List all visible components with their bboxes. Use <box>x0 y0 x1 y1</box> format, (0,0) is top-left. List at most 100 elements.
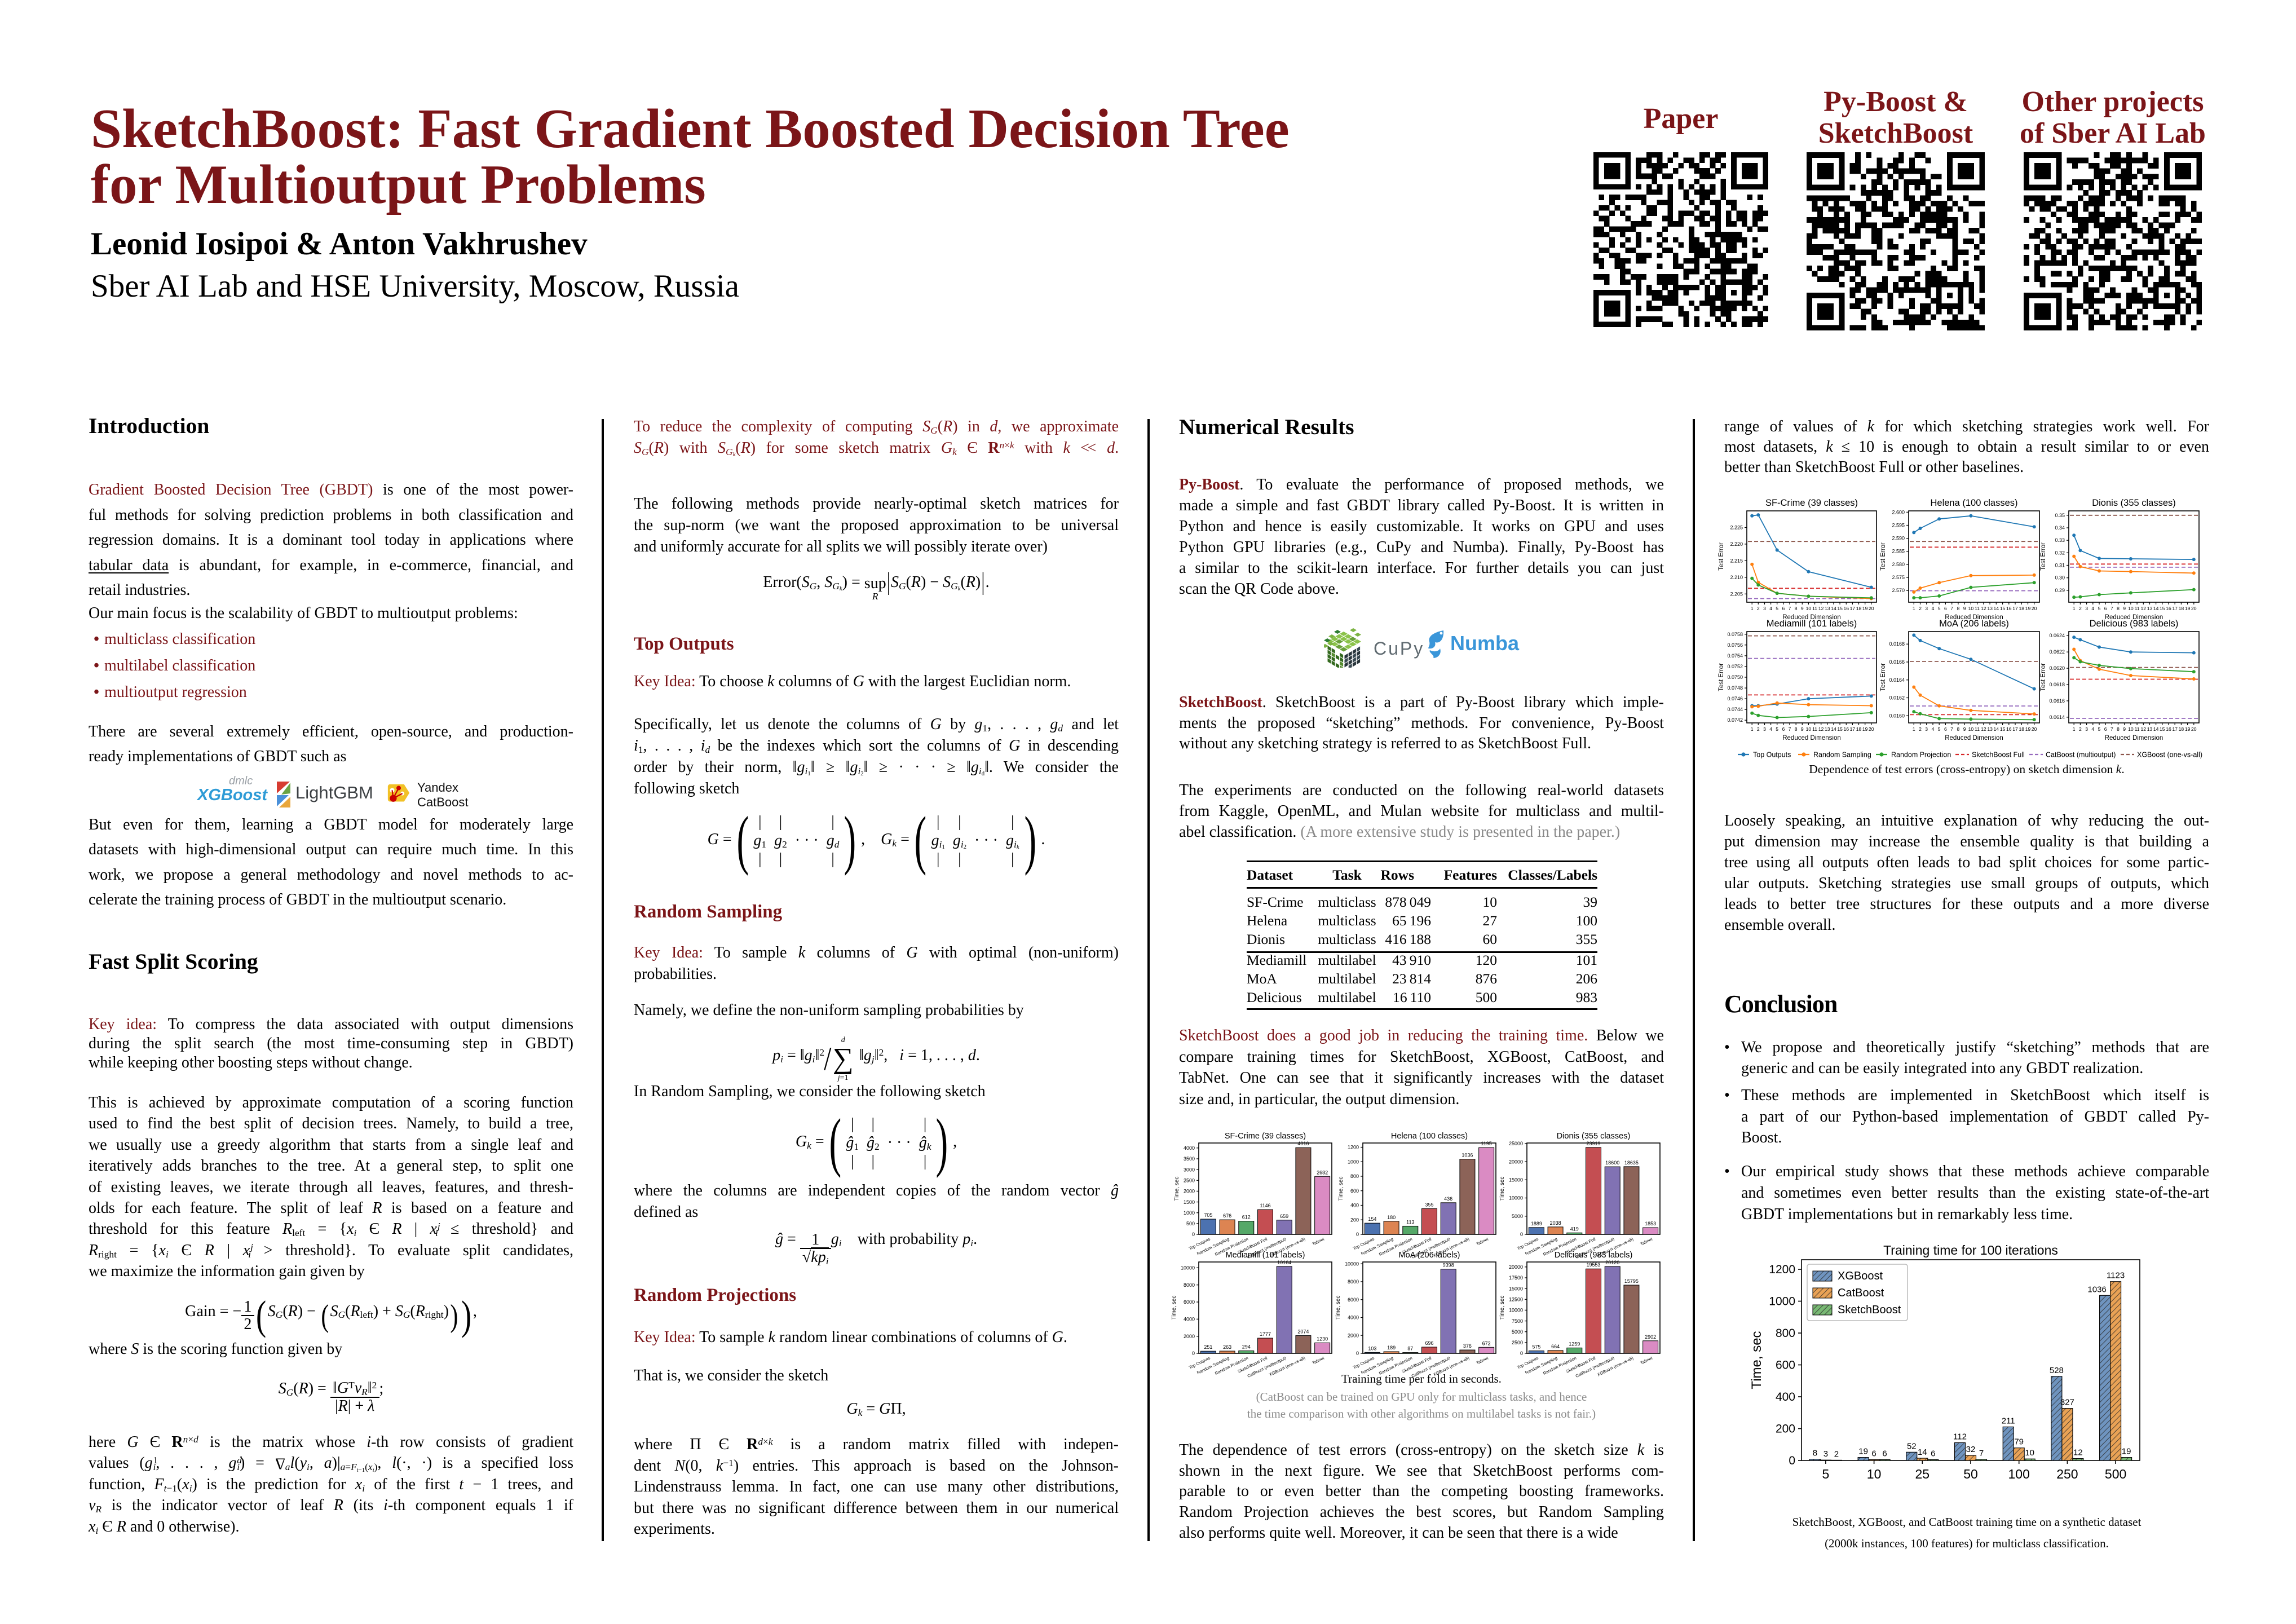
svg-text:20: 20 <box>1869 726 1874 732</box>
svg-text:1200: 1200 <box>1348 1145 1359 1150</box>
svg-text:5: 5 <box>1938 726 1941 732</box>
svg-text:18: 18 <box>1856 726 1862 732</box>
svg-text:7: 7 <box>1950 726 1953 732</box>
svg-text:1146: 1146 <box>1260 1203 1270 1208</box>
svg-text:659: 659 <box>1280 1213 1288 1219</box>
svg-text:4: 4 <box>1932 726 1935 732</box>
svg-text:600: 600 <box>1776 1359 1795 1372</box>
svg-text:0: 0 <box>1192 1351 1195 1356</box>
svg-text:2074: 2074 <box>1297 1329 1309 1335</box>
svg-text:CatBoost: CatBoost <box>1838 1287 1884 1299</box>
svg-text:4: 4 <box>1769 726 1772 732</box>
svg-text:8000: 8000 <box>1184 1282 1195 1288</box>
svg-text:Tabnet: Tabnet <box>1312 1236 1326 1246</box>
svg-text:1500: 1500 <box>1184 1199 1195 1205</box>
svg-text:25000: 25000 <box>1509 1141 1523 1146</box>
svg-text:87: 87 <box>1407 1346 1413 1352</box>
svg-text:436: 436 <box>1444 1196 1452 1202</box>
svg-text:16: 16 <box>2166 726 2171 732</box>
svg-text:2.225: 2.225 <box>1730 525 1743 531</box>
svg-text:Reduced Dimension: Reduced Dimension <box>1782 614 1841 621</box>
svg-text:113: 113 <box>1406 1219 1414 1225</box>
svg-text:0: 0 <box>1520 1232 1523 1237</box>
svg-text:Test Error: Test Error <box>1880 663 1887 691</box>
svg-text:11: 11 <box>1812 726 1817 732</box>
svg-text:2: 2 <box>2079 606 2082 611</box>
svg-text:Tabnet: Tabnet <box>1476 1236 1490 1246</box>
svg-text:8: 8 <box>2117 606 2120 611</box>
svg-text:18600: 18600 <box>1605 1160 1619 1166</box>
svg-text:13: 13 <box>1987 606 1993 611</box>
svg-text:200: 200 <box>1776 1423 1795 1436</box>
svg-text:211: 211 <box>2002 1416 2015 1426</box>
svg-text:10: 10 <box>2128 606 2134 611</box>
svg-text:Reduced Dimension: Reduced Dimension <box>1945 735 2003 742</box>
svg-text:5: 5 <box>1776 726 1778 732</box>
svg-text:5: 5 <box>1776 606 1778 611</box>
svg-text:0.32: 0.32 <box>2055 550 2065 555</box>
svg-text:Test Error: Test Error <box>1880 542 1887 571</box>
svg-text:Time, sec: Time, sec <box>1749 1331 1764 1389</box>
svg-text:10: 10 <box>1806 606 1812 611</box>
svg-text:500: 500 <box>1186 1221 1195 1226</box>
svg-text:Random Sampling: Random Sampling <box>1196 1237 1230 1256</box>
svg-text:6000: 6000 <box>1348 1297 1359 1303</box>
svg-text:13: 13 <box>2147 606 2153 611</box>
svg-text:Random Sampling: Random Sampling <box>1524 1237 1558 1256</box>
svg-text:2.570: 2.570 <box>1892 588 1905 593</box>
svg-text:17: 17 <box>1850 726 1856 732</box>
svg-text:7: 7 <box>1950 606 1953 611</box>
svg-text:Time, sec: Time, sec <box>1499 1177 1505 1201</box>
svg-text:15: 15 <box>1837 606 1843 611</box>
svg-text:12: 12 <box>2141 726 2147 732</box>
svg-text:7: 7 <box>2110 606 2113 611</box>
svg-text:2.205: 2.205 <box>1730 591 1743 597</box>
svg-text:6: 6 <box>2104 606 2107 611</box>
svg-text:3000: 3000 <box>1184 1167 1195 1172</box>
svg-text:18635: 18635 <box>1624 1160 1639 1166</box>
svg-text:11: 11 <box>1975 726 1980 732</box>
svg-text:400: 400 <box>1776 1391 1795 1404</box>
svg-text:Test Error: Test Error <box>1718 663 1725 691</box>
svg-text:16: 16 <box>1844 726 1849 732</box>
svg-text:112: 112 <box>1953 1432 1967 1441</box>
svg-text:0.29: 0.29 <box>2055 588 2065 593</box>
svg-text:12: 12 <box>1981 606 1986 611</box>
svg-text:2: 2 <box>2079 726 2082 732</box>
svg-text:5: 5 <box>1938 606 1941 611</box>
svg-text:10000: 10000 <box>1345 1261 1359 1266</box>
svg-text:294: 294 <box>1242 1344 1251 1350</box>
svg-text:4016: 4016 <box>1297 1141 1309 1146</box>
svg-text:0.0164: 0.0164 <box>1889 677 1905 683</box>
svg-text:0.0620: 0.0620 <box>2049 665 2065 671</box>
svg-text:1036: 1036 <box>2087 1285 2106 1294</box>
svg-text:10164: 10164 <box>1277 1260 1291 1265</box>
svg-text:1853: 1853 <box>1645 1221 1656 1226</box>
svg-text:Helena (100 classes): Helena (100 classes) <box>1931 498 2018 508</box>
svg-text:10: 10 <box>1968 726 1974 732</box>
svg-text:7: 7 <box>1789 726 1791 732</box>
svg-text:10: 10 <box>1968 606 1974 611</box>
svg-text:12: 12 <box>2073 1448 2083 1458</box>
svg-text:575: 575 <box>1532 1344 1540 1350</box>
svg-text:15: 15 <box>2000 726 2006 732</box>
svg-text:0.30: 0.30 <box>2055 575 2065 581</box>
svg-text:20120: 20120 <box>1605 1260 1619 1265</box>
svg-text:7500: 7500 <box>1512 1318 1523 1324</box>
svg-text:12: 12 <box>1818 726 1824 732</box>
svg-text:Test Error: Test Error <box>2040 542 2047 571</box>
svg-text:1889: 1889 <box>1531 1221 1542 1226</box>
svg-text:13: 13 <box>1825 606 1830 611</box>
svg-text:17: 17 <box>1850 606 1856 611</box>
svg-text:800: 800 <box>1776 1327 1795 1340</box>
svg-text:19553: 19553 <box>1586 1262 1600 1268</box>
svg-text:8: 8 <box>2117 726 2120 732</box>
svg-text:7: 7 <box>2110 726 2113 732</box>
svg-text:10000: 10000 <box>1509 1308 1523 1313</box>
svg-text:12: 12 <box>2141 606 2147 611</box>
svg-text:14: 14 <box>2153 606 2159 611</box>
svg-text:Mediamill (101 labels): Mediamill (101 labels) <box>1225 1251 1305 1260</box>
svg-text:SketchBoost: SketchBoost <box>1838 1304 1901 1316</box>
svg-text:19: 19 <box>2185 726 2191 732</box>
svg-text:696: 696 <box>1425 1340 1433 1346</box>
